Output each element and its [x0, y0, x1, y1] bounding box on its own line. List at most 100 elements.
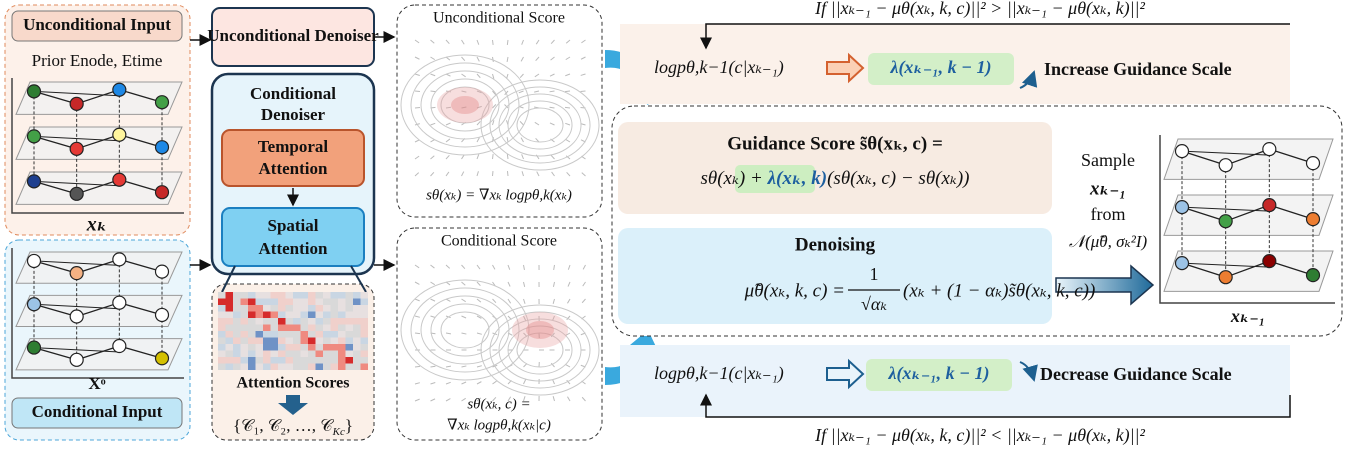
heat-cell — [338, 292, 346, 299]
vector — [552, 281, 555, 287]
node — [26, 174, 42, 189]
vector — [582, 281, 586, 287]
vector — [430, 122, 436, 126]
heat-cell — [233, 344, 241, 351]
density — [437, 87, 493, 123]
vector — [445, 264, 451, 269]
heat-cell — [285, 363, 293, 370]
scale-box — [868, 53, 1014, 85]
vector — [507, 396, 512, 402]
heat-cell — [323, 318, 331, 325]
vector — [492, 73, 495, 79]
heat-cell — [293, 305, 301, 312]
heat-cell — [330, 331, 338, 338]
heat-cell — [225, 292, 233, 299]
heat-cell — [225, 324, 233, 331]
heat-cell — [360, 357, 368, 364]
heat-cell — [338, 305, 346, 312]
heat-cell — [353, 350, 361, 357]
edge — [119, 302, 163, 316]
big-arrow — [1055, 264, 1155, 306]
node — [26, 84, 42, 99]
edge — [119, 345, 163, 359]
heat-cell — [360, 350, 368, 357]
edge — [33, 180, 77, 195]
heat-cell — [330, 298, 338, 305]
edge — [76, 258, 120, 274]
edge — [119, 258, 163, 273]
state-label: xₖ₋₁ — [1230, 306, 1265, 326]
heat-cell — [315, 305, 323, 312]
vector — [553, 264, 555, 271]
edge — [33, 180, 120, 187]
node — [112, 338, 127, 354]
vector — [476, 365, 482, 368]
contour — [400, 279, 530, 381]
heat-cell — [270, 331, 278, 338]
vector — [552, 396, 555, 402]
node — [112, 127, 127, 142]
heat-cell — [218, 311, 226, 318]
vector — [536, 171, 540, 177]
vector — [414, 73, 420, 76]
highlight — [735, 165, 815, 193]
graph-stack — [1159, 135, 1335, 304]
heat-cell — [323, 357, 331, 364]
heat-cell — [240, 344, 248, 351]
vector — [535, 137, 540, 143]
heat-cell — [218, 318, 226, 325]
vector — [430, 281, 436, 286]
edge — [119, 89, 163, 103]
vector — [521, 171, 524, 177]
formula: sθ(xₖ) + λ(xₖ, k)(sθ(xₖ, c) − sθ(xₖ)) — [700, 168, 969, 189]
heat-cell — [308, 337, 316, 344]
vector — [461, 90, 467, 93]
contour — [498, 93, 582, 157]
sample-text: 𝒩(μ̃θ, σₖ²I) — [1069, 232, 1148, 251]
illustrations — [11, 39, 1335, 402]
heat-cell — [278, 324, 286, 331]
vector — [565, 122, 571, 126]
node — [1174, 256, 1190, 271]
contour — [516, 107, 564, 143]
heat-cell — [300, 331, 308, 338]
heat-cell — [278, 311, 286, 318]
vector — [506, 39, 509, 46]
vector — [565, 364, 571, 368]
vector — [518, 90, 524, 94]
heat-cell — [233, 298, 241, 305]
heat-cell — [270, 363, 278, 370]
heat-cell — [315, 324, 323, 331]
contour — [489, 86, 591, 164]
heat-cell — [293, 357, 301, 364]
vector — [523, 281, 526, 287]
heat-cell — [218, 298, 226, 305]
heat-cell — [263, 324, 271, 331]
heat-cell — [278, 292, 286, 299]
heat-cell — [248, 305, 256, 312]
node — [1305, 156, 1321, 171]
vector — [520, 56, 524, 62]
edge — [76, 345, 120, 361]
vector — [476, 298, 482, 303]
heat-cell — [240, 357, 248, 364]
node — [1218, 214, 1233, 229]
heat-cell — [330, 305, 338, 312]
vector — [445, 39, 450, 45]
heatmap-title: Attention Scores — [236, 375, 349, 392]
vector — [414, 332, 421, 335]
score-panel — [396, 4, 603, 218]
heat-cell — [255, 363, 263, 370]
edge — [1269, 148, 1314, 164]
vector — [549, 122, 555, 126]
vector — [430, 315, 436, 318]
edge — [33, 90, 77, 105]
vector — [414, 281, 420, 285]
vector — [506, 170, 509, 177]
node — [1218, 158, 1233, 173]
heat-cell — [323, 292, 331, 299]
heat-cell — [255, 350, 263, 357]
vector — [520, 137, 524, 143]
clusters-text: {𝒞₁, 𝒞₂, …, 𝒞 — [233, 416, 334, 435]
